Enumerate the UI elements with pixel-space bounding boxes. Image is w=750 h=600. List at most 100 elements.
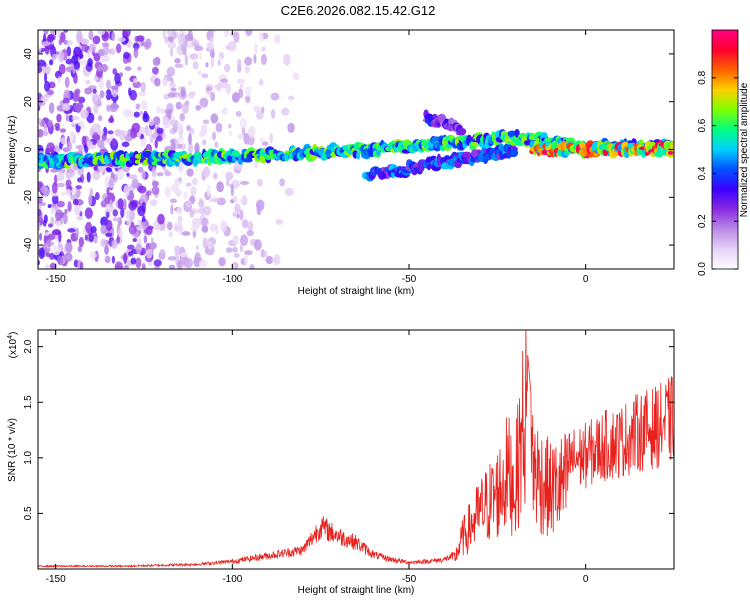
- heatmap-speckle: [88, 43, 97, 53]
- heatmap-speckle: [189, 209, 195, 218]
- heatmap-speckle: [123, 198, 127, 211]
- heatmap-speckle: [154, 77, 161, 87]
- heatmap-speckle: [75, 49, 82, 56]
- heatmap-speckle: [38, 247, 45, 260]
- heatmap-speckle: [162, 76, 168, 87]
- heatmap-speckle: [69, 131, 75, 143]
- heatmap-speckle: [51, 54, 58, 60]
- snr-ylabel: SNR (10 * v/v): [7, 418, 18, 482]
- heatmap-speckle: [258, 204, 264, 211]
- heatmap-speckle: [207, 241, 213, 250]
- heatmap-speckle: [41, 41, 51, 47]
- heatmap-speckle: [141, 201, 146, 213]
- heatmap-speckle: [97, 139, 105, 148]
- heatmap-speckle: [194, 45, 204, 52]
- heatmap-speckle: [86, 171, 91, 183]
- heatmap-speckle: [181, 231, 191, 236]
- heatmap-speckle: [170, 140, 176, 153]
- heatmap-speckle: [191, 217, 201, 229]
- heatmap-speckle: [192, 177, 198, 186]
- heatmap-speckle: [198, 70, 202, 76]
- heatmap-speckle: [236, 78, 245, 84]
- heatmap-speckle: [47, 119, 53, 128]
- heatmap-speckle: [62, 213, 69, 224]
- heatmap-speckle: [38, 208, 42, 217]
- heatmap-speckle: [179, 127, 184, 138]
- y-tick-label: 1.0: [23, 450, 34, 464]
- heatmap-speckle: [54, 122, 61, 129]
- snr-y-ticks: 0.5 1.0 1.5 2.0: [23, 339, 674, 520]
- snr-scale-label: (x104): [7, 332, 19, 359]
- heatmap-speckle: [224, 63, 231, 73]
- heatmap-speckle: [235, 110, 242, 117]
- heatmap-speckle: [192, 60, 199, 70]
- heatmap-speckle: [247, 221, 254, 231]
- heatmap-speckle: [189, 53, 199, 60]
- heatmap-speckle: [109, 199, 113, 208]
- heatmap-speckle: [152, 66, 159, 75]
- heatmap-speckle: [220, 220, 228, 233]
- heatmap-speckle: [240, 234, 249, 247]
- heatmap-speckle: [141, 262, 146, 269]
- heatmap-speckle: [79, 60, 89, 66]
- heatmap-speckle: [71, 115, 80, 121]
- heatmap-speckle: [81, 135, 87, 146]
- heatmap-speckle: [64, 76, 70, 88]
- heatmap-speckle: [245, 95, 251, 104]
- heatmap-speckle: [59, 128, 67, 133]
- heatmap-speckle: [124, 66, 132, 71]
- heatmap-speckle: [63, 30, 69, 33]
- heatmap-speckle: [62, 103, 71, 111]
- heatmap-speckle: [135, 257, 142, 269]
- heatmap-speckle: [139, 126, 146, 134]
- heatmap-speckle: [46, 238, 52, 248]
- heatmap-speckle: [49, 203, 57, 208]
- heatmap-speckle: [148, 119, 155, 127]
- heatmap-speckle: [48, 59, 54, 66]
- heatmap-speckle: [53, 146, 60, 152]
- heatmap-speckle: [167, 41, 177, 49]
- heatmap-speckle: [67, 39, 74, 46]
- heatmap-speckle: [65, 242, 73, 253]
- heatmap-speckle: [224, 30, 229, 38]
- heatmap-speckle: [169, 198, 177, 204]
- heatmap-speckle: [123, 264, 130, 269]
- heatmap-speckle: [239, 209, 244, 221]
- heatmap-speckle: [105, 89, 112, 101]
- heatmap-cell: [432, 113, 438, 119]
- heatmap-speckle: [46, 89, 54, 96]
- heatmap-speckle: [159, 249, 166, 260]
- heatmap-speckle: [218, 256, 226, 267]
- heatmap-speckle: [260, 53, 267, 66]
- heatmap-speckle: [177, 143, 183, 149]
- heatmap-speckle: [72, 198, 79, 206]
- heatmap-speckle: [244, 250, 253, 256]
- heatmap-speckle: [151, 166, 157, 178]
- heatmap-speckle: [244, 66, 251, 74]
- heatmap-speckle: [88, 233, 95, 243]
- heatmap-cell: [579, 142, 586, 148]
- heatmap-speckle: [99, 90, 105, 99]
- heatmap-speckle: [80, 38, 89, 45]
- heatmap-speckle: [126, 172, 130, 177]
- heatmap-speckle: [191, 41, 200, 47]
- heatmap-speckle: [65, 114, 70, 122]
- heatmap-speckle: [43, 130, 48, 137]
- heatmap-speckle: [188, 132, 192, 145]
- heatmap-speckle: [215, 122, 223, 133]
- heatmap-speckle: [201, 217, 209, 227]
- heatmap-speckle: [239, 83, 244, 89]
- heatmap-speckle: [160, 108, 166, 115]
- heatmap-speckle: [253, 239, 262, 251]
- y-tick-label: 20: [23, 96, 34, 108]
- heatmap-layer: [38, 30, 674, 269]
- heatmap-speckle: [171, 183, 179, 193]
- heatmap-speckle: [168, 82, 176, 88]
- heatmap-speckle: [87, 58, 93, 67]
- heatmap-speckle: [232, 246, 238, 253]
- heatmap-speckle: [183, 191, 188, 200]
- heatmap-speckle: [244, 254, 248, 267]
- heatmap-speckle: [215, 224, 219, 235]
- heatmap-speckle: [71, 186, 77, 195]
- heatmap-speckle: [71, 121, 76, 126]
